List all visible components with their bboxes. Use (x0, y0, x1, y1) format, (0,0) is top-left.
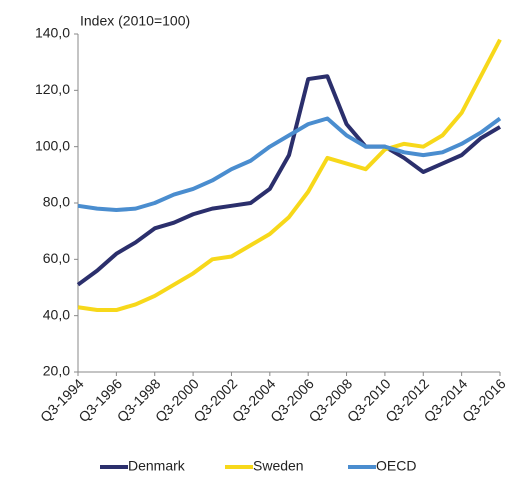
y-tick-label: 80,0 (43, 194, 70, 210)
y-tick-label: 140,0 (35, 25, 70, 41)
legend-label: Denmark (128, 458, 186, 474)
y-tick-label: 40,0 (43, 306, 70, 322)
line-series (76, 74, 502, 287)
legend-label: Sweden (253, 458, 304, 474)
y-tick-label: 100,0 (35, 137, 70, 153)
legend-label: OECD (376, 458, 416, 474)
line-series (77, 116, 502, 213)
axis-title: Index (2010=100) (80, 13, 190, 29)
y-tick-label: 20,0 (43, 363, 70, 379)
y-tick-label: 60,0 (43, 250, 70, 266)
y-tick-label: 120,0 (35, 81, 70, 97)
line-series (77, 38, 502, 313)
